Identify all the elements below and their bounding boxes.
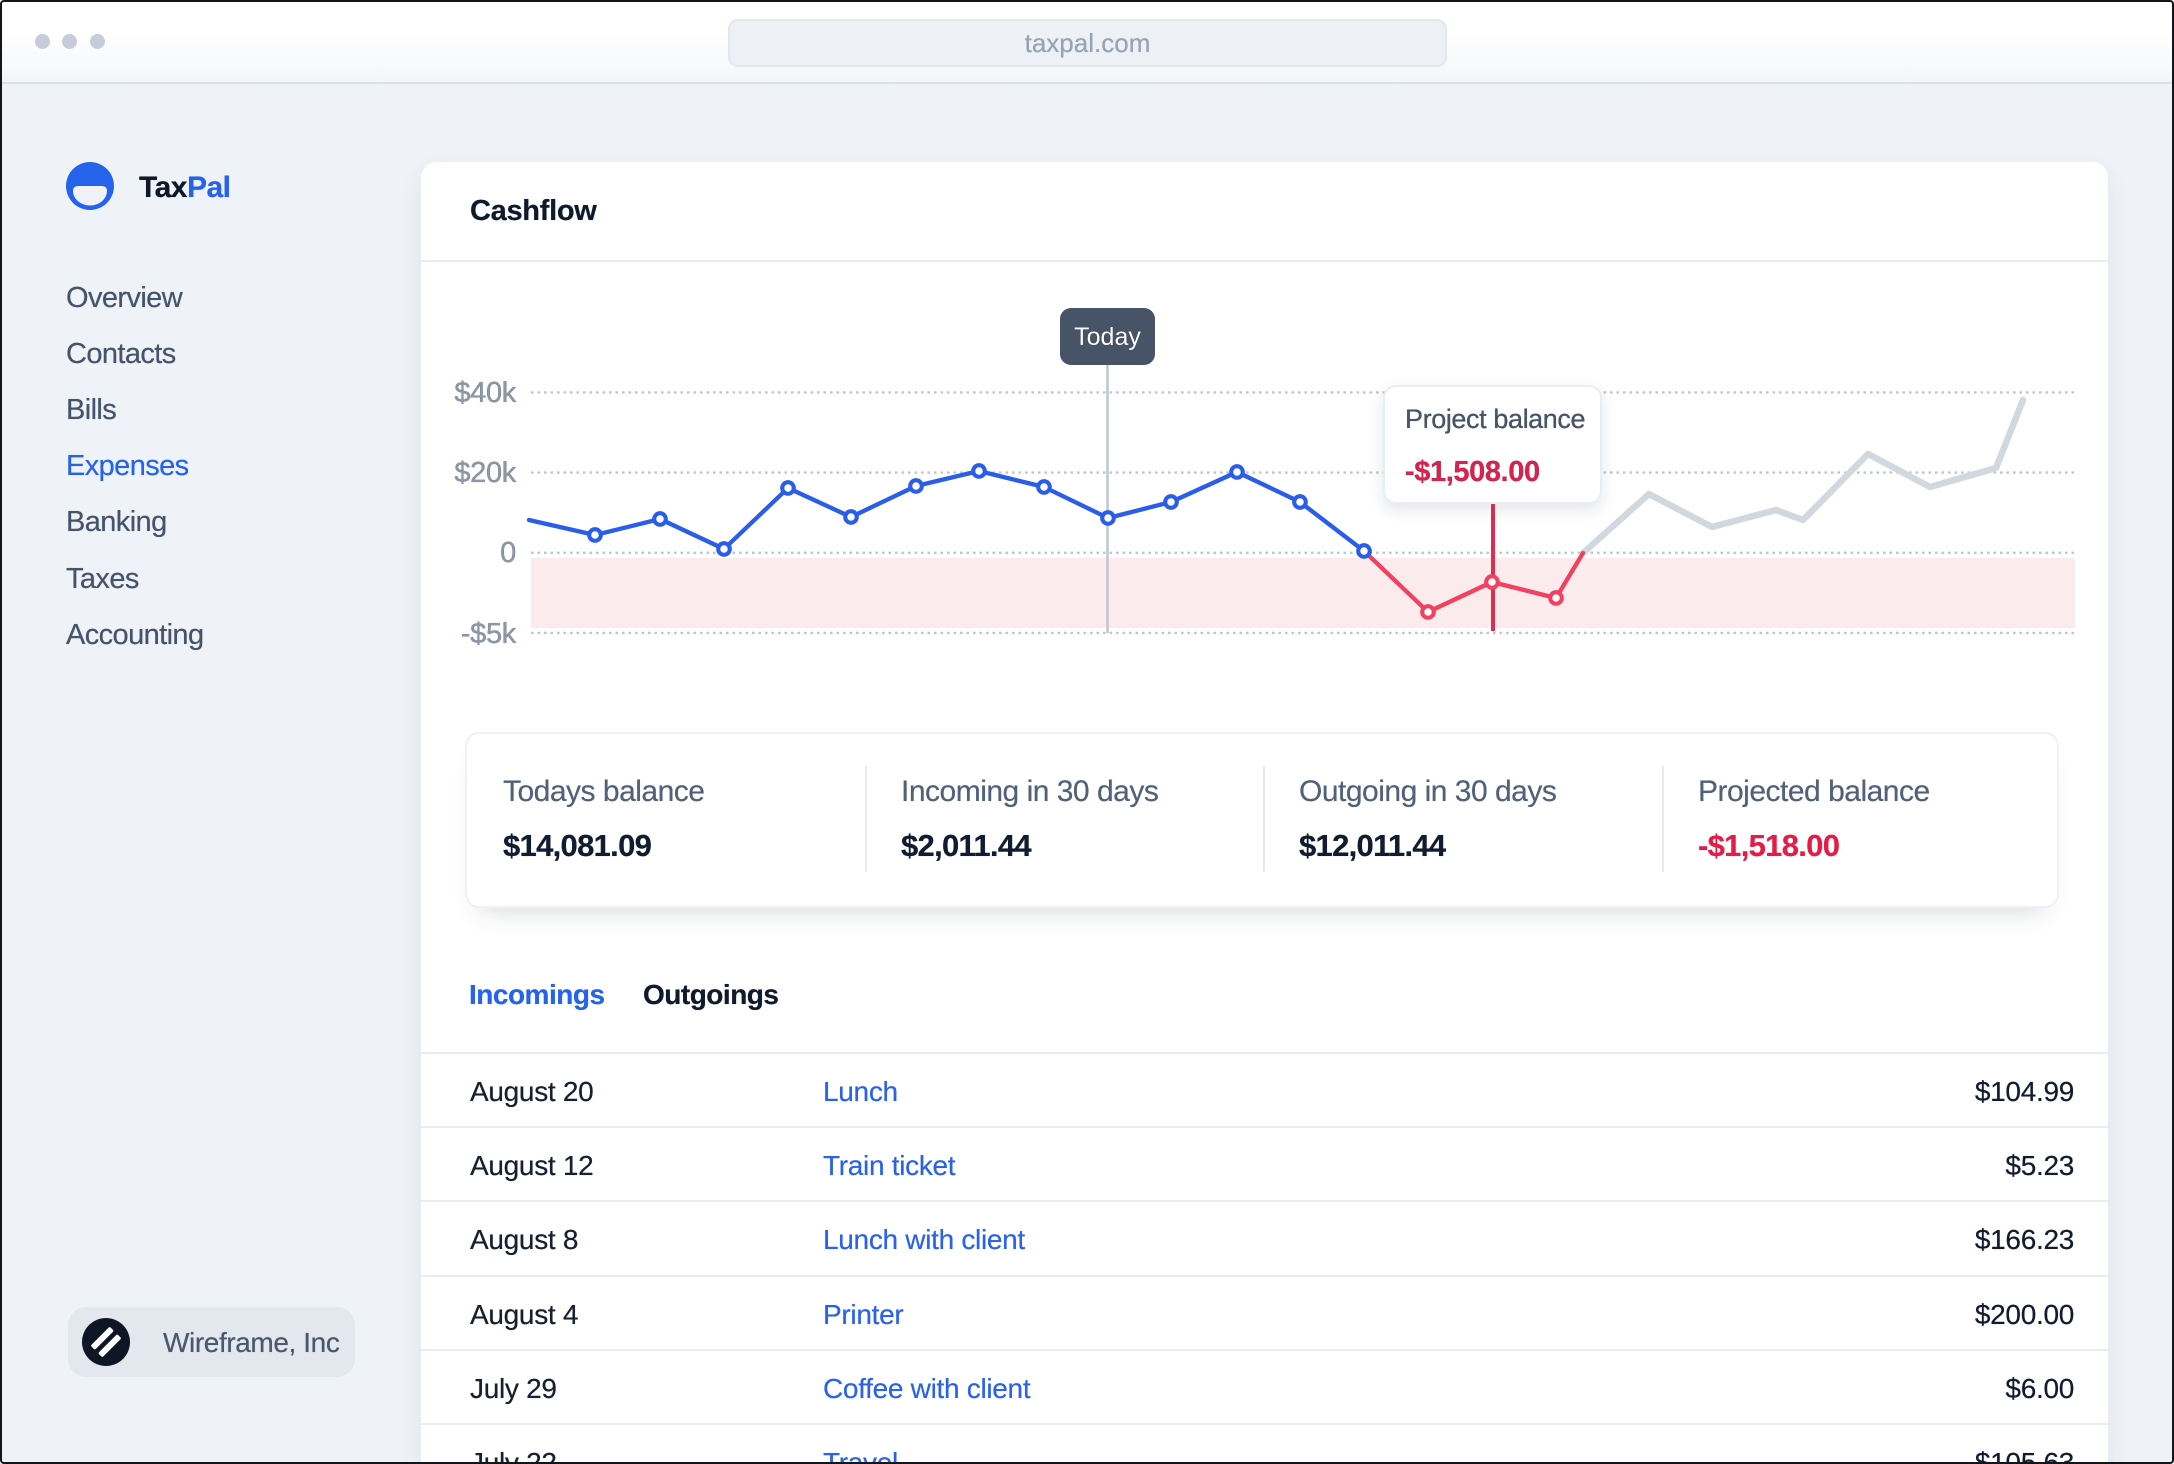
svg-text:$40k: $40k [454,377,516,409]
svg-text:Today: Today [1074,323,1141,351]
svg-text:0: 0 [500,537,516,569]
svg-text:Project balance: Project balance [1405,404,1585,434]
svg-text:$20k: $20k [454,457,516,489]
svg-text:-$5k: -$5k [461,618,517,650]
svg-text:-$1,508.00: -$1,508.00 [1405,456,1540,488]
